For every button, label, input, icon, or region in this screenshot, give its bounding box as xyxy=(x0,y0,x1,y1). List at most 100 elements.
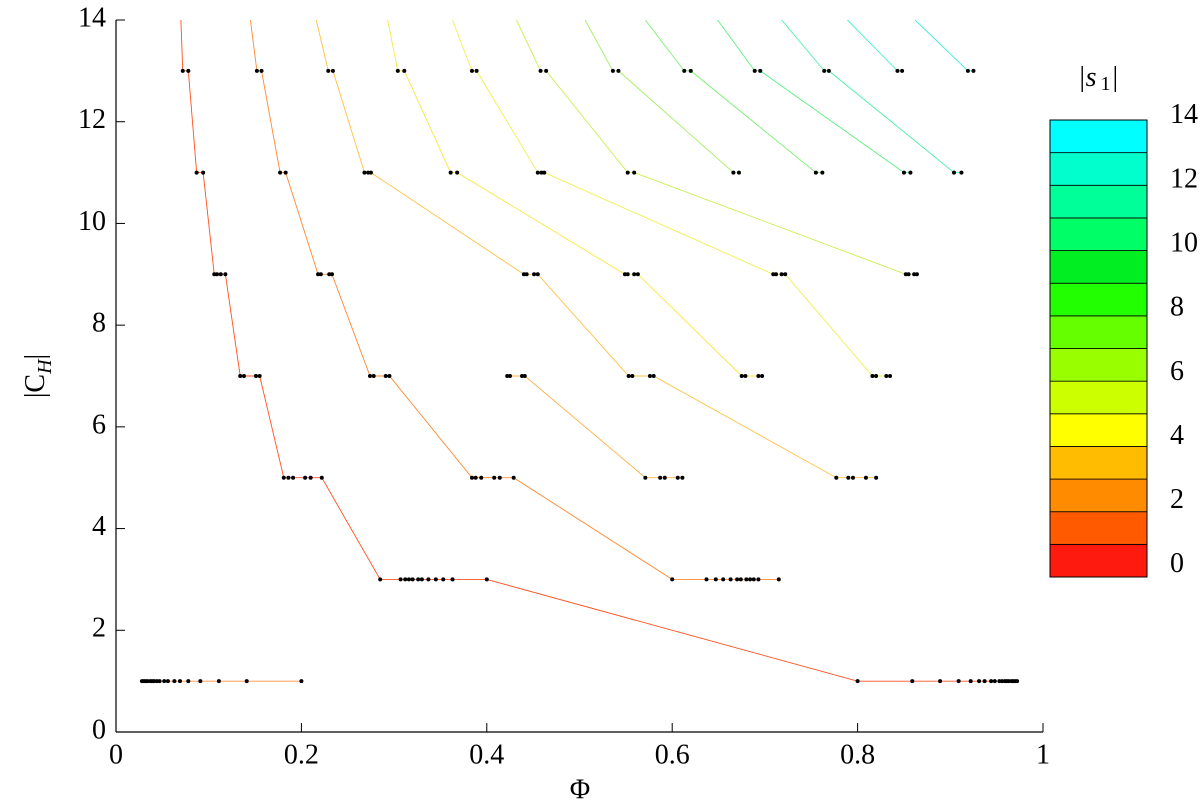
point xyxy=(507,374,512,378)
point xyxy=(469,475,474,480)
colorbar-tick-label: 4 xyxy=(1170,420,1184,451)
colorbar-band xyxy=(1049,511,1148,545)
point xyxy=(1006,679,1011,684)
point xyxy=(253,374,258,378)
colorbar-band xyxy=(1049,152,1148,186)
point xyxy=(505,374,510,378)
point xyxy=(511,475,516,480)
colorbar-tick-label: 6 xyxy=(1170,356,1184,387)
curve xyxy=(516,19,917,275)
y-axis-label-part: | xyxy=(20,354,51,360)
point xyxy=(956,679,961,684)
point xyxy=(426,577,431,582)
point xyxy=(622,272,627,277)
point xyxy=(971,68,976,73)
point xyxy=(850,475,855,480)
colorbar-label-part: | xyxy=(1112,62,1118,93)
point xyxy=(989,679,994,684)
point xyxy=(318,272,323,277)
point xyxy=(682,68,687,73)
colorbar-label-part: |s xyxy=(1078,62,1097,93)
point xyxy=(874,374,879,378)
point xyxy=(675,475,680,480)
point xyxy=(542,170,547,175)
point xyxy=(822,68,827,73)
x-tick-label: 0.6 xyxy=(655,739,690,770)
point xyxy=(968,679,973,684)
point xyxy=(544,68,549,73)
point xyxy=(632,170,637,175)
point xyxy=(938,679,943,684)
point xyxy=(997,679,1002,684)
point xyxy=(760,374,765,378)
point xyxy=(846,475,851,480)
point xyxy=(455,170,460,175)
y-tick-label: 8 xyxy=(92,308,106,339)
point xyxy=(319,475,324,480)
point xyxy=(539,170,544,175)
point xyxy=(403,577,408,582)
point xyxy=(186,68,191,73)
colorbar-tick-label: 0 xyxy=(1170,548,1184,579)
point xyxy=(610,68,615,73)
point xyxy=(758,68,763,73)
point xyxy=(965,68,970,73)
point xyxy=(895,68,900,73)
colorbar-frame xyxy=(1049,119,1148,578)
point xyxy=(834,475,839,480)
point xyxy=(748,577,753,582)
curve xyxy=(180,19,1018,682)
point xyxy=(977,679,982,684)
curve xyxy=(387,19,763,377)
point xyxy=(738,577,743,582)
point xyxy=(194,170,199,175)
point xyxy=(433,577,438,582)
point xyxy=(728,577,733,582)
point xyxy=(524,272,529,277)
point xyxy=(283,170,288,175)
point xyxy=(402,68,407,73)
point xyxy=(492,475,497,480)
point xyxy=(367,374,372,378)
point xyxy=(520,374,525,378)
curve xyxy=(584,19,739,174)
point xyxy=(473,475,478,480)
point xyxy=(651,374,656,378)
point xyxy=(278,170,283,175)
point xyxy=(218,272,223,277)
point xyxy=(286,475,291,480)
y-axis-label-part: |C xyxy=(20,374,51,398)
point xyxy=(330,68,335,73)
point xyxy=(982,679,987,684)
point xyxy=(910,679,915,684)
colorbar-band xyxy=(1049,119,1148,154)
point xyxy=(658,475,663,480)
point xyxy=(680,475,685,480)
point xyxy=(736,170,741,175)
point xyxy=(257,374,262,378)
curve xyxy=(315,19,877,479)
point xyxy=(959,170,964,175)
point xyxy=(387,374,392,378)
point xyxy=(165,679,170,684)
point xyxy=(783,272,788,277)
point xyxy=(410,577,415,582)
point xyxy=(316,272,321,277)
point xyxy=(771,272,776,277)
point xyxy=(244,679,249,684)
point xyxy=(215,272,220,277)
y-tick-label: 4 xyxy=(92,511,106,542)
point xyxy=(752,68,757,73)
point xyxy=(152,679,157,684)
point xyxy=(743,374,748,378)
y-tick-label: 10 xyxy=(78,206,106,237)
point xyxy=(479,475,484,480)
point xyxy=(308,475,313,480)
y-tick-label: 14 xyxy=(78,2,106,33)
point xyxy=(329,272,334,277)
point xyxy=(238,374,243,378)
x-tick-label: 1 xyxy=(1036,739,1050,770)
point xyxy=(635,272,640,277)
